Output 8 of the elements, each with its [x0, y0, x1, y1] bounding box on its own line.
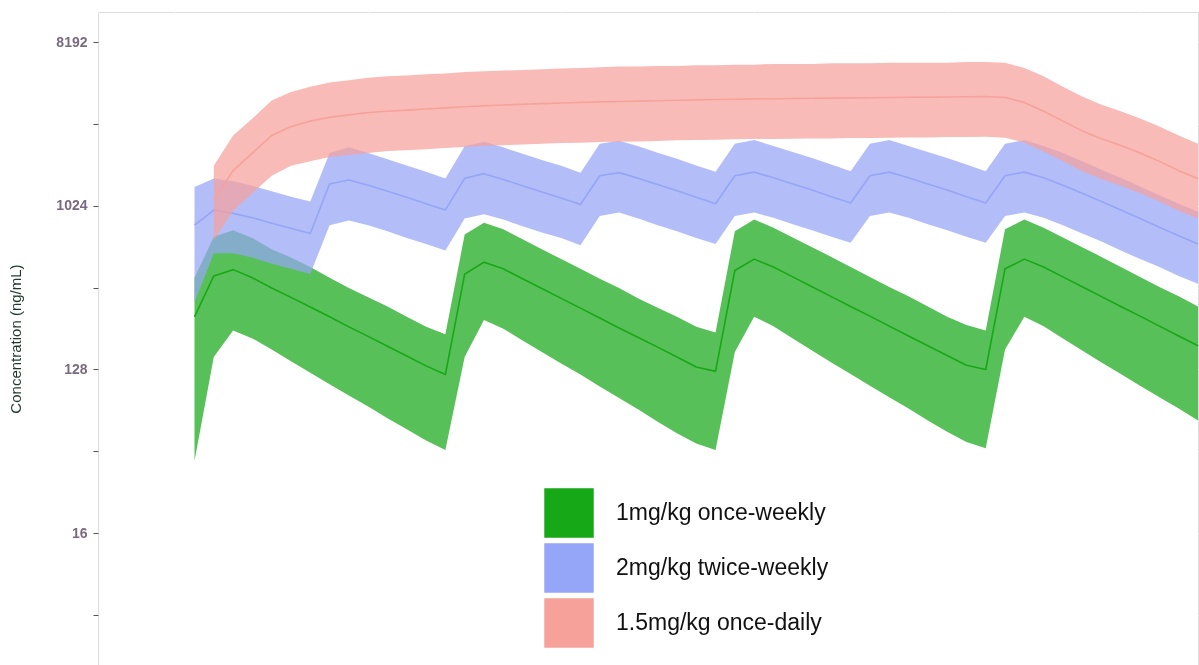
legend-label: 1.5mg/kg once-daily	[616, 609, 823, 635]
y-tick-label: 16	[71, 524, 88, 541]
legend-label: 1mg/kg once-weekly	[616, 499, 827, 525]
legend-label: 2mg/kg twice-weekly	[616, 554, 829, 580]
y-tick-label: 8192	[56, 33, 88, 50]
y-tick-label: 1024	[56, 197, 88, 214]
y-tick-label: 128	[64, 360, 88, 377]
y-axis-title: Concentration (ng/mL)	[7, 264, 25, 414]
